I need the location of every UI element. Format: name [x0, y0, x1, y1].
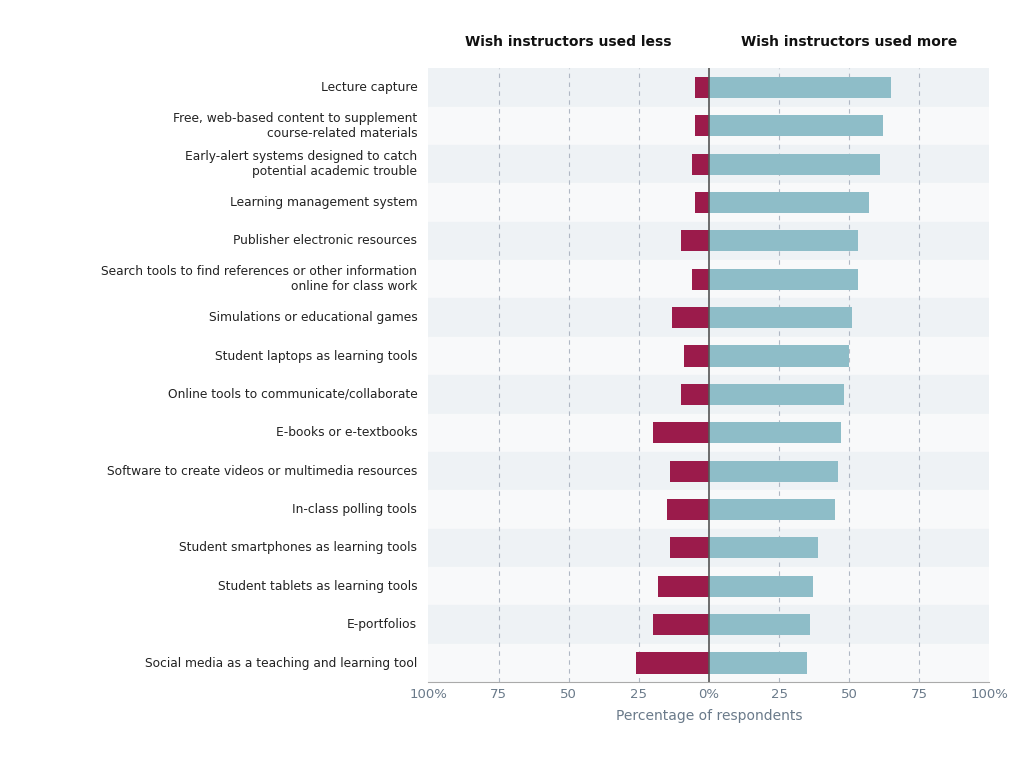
Bar: [428, 68, 988, 107]
Bar: [708, 269, 857, 290]
Bar: [636, 653, 708, 674]
Text: Wish instructors used more: Wish instructors used more: [740, 36, 957, 49]
Bar: [708, 422, 840, 443]
Bar: [708, 576, 812, 597]
Bar: [428, 414, 988, 452]
Bar: [428, 490, 988, 529]
Bar: [691, 154, 708, 174]
Bar: [672, 307, 708, 328]
Bar: [708, 192, 868, 213]
Bar: [428, 145, 988, 183]
Bar: [681, 384, 708, 405]
Bar: [428, 337, 988, 375]
Bar: [708, 499, 835, 520]
Bar: [428, 644, 988, 682]
Bar: [428, 107, 988, 145]
X-axis label: Percentage of respondents: Percentage of respondents: [615, 709, 801, 723]
Bar: [428, 222, 988, 260]
Bar: [708, 384, 843, 405]
Bar: [708, 461, 838, 481]
Bar: [668, 461, 708, 481]
Bar: [652, 422, 708, 443]
Bar: [668, 537, 708, 559]
Bar: [428, 260, 988, 299]
Bar: [708, 154, 879, 174]
Bar: [681, 230, 708, 252]
Bar: [708, 537, 817, 559]
Bar: [428, 299, 988, 337]
Bar: [708, 307, 851, 328]
Bar: [428, 375, 988, 414]
Bar: [428, 606, 988, 644]
Bar: [428, 529, 988, 567]
Bar: [683, 346, 708, 367]
Bar: [694, 77, 708, 98]
Bar: [708, 230, 857, 252]
Bar: [708, 346, 848, 367]
Bar: [708, 653, 806, 674]
Bar: [708, 115, 882, 136]
Bar: [708, 614, 809, 635]
Bar: [666, 499, 708, 520]
Bar: [658, 576, 708, 597]
Bar: [694, 115, 708, 136]
Bar: [694, 192, 708, 213]
Bar: [428, 452, 988, 490]
Bar: [428, 183, 988, 222]
Bar: [428, 567, 988, 606]
Text: Wish instructors used less: Wish instructors used less: [465, 36, 672, 49]
Bar: [708, 77, 891, 98]
Bar: [691, 269, 708, 290]
Bar: [652, 614, 708, 635]
